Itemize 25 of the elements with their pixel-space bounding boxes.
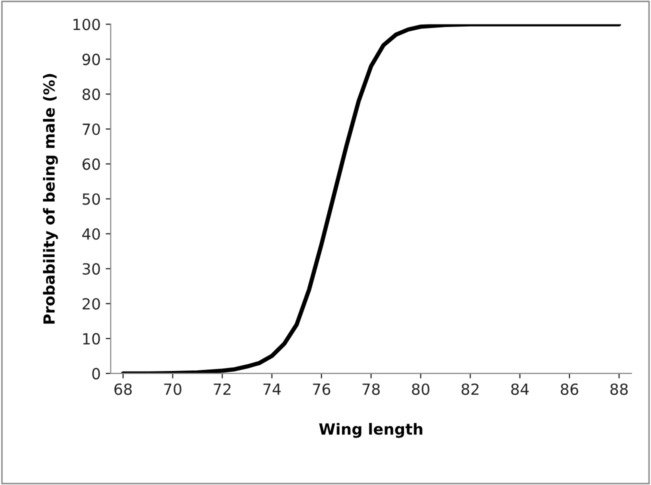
y-tick-label: 50 (82, 193, 100, 205)
x-tick-label: 80 (412, 383, 430, 395)
y-tick-label: 10 (83, 332, 100, 345)
y-tick-label: 20 (82, 298, 100, 310)
x-tick-label: 76 (313, 383, 330, 395)
x-axis-title: Wing length (319, 422, 422, 438)
x-tick-label: 68 (114, 383, 132, 395)
y-tick-label: 70 (82, 123, 100, 136)
y-tick-label: 60 (82, 158, 100, 170)
x-tick-label: 84 (511, 383, 529, 395)
x-tick-label: 82 (462, 383, 478, 395)
y-axis-title: Probability of being male (%) (42, 74, 58, 324)
x-tick-label: 70 (164, 383, 182, 395)
x-tick-label: 88 (610, 383, 628, 395)
y-tick-label: 40 (82, 228, 100, 240)
y-tick-label: 30 (82, 263, 100, 275)
line-series (120, 24, 622, 374)
y-tick-label: 100 (73, 18, 100, 30)
x-tick-label: 72 (214, 383, 230, 395)
x-tick-label: 78 (362, 383, 380, 395)
x-tick-label: 74 (263, 384, 281, 395)
y-tick-label: 80 (82, 88, 100, 100)
y-tick-label: 0 (92, 368, 100, 380)
y-tick-label: 90 (82, 54, 100, 66)
x-tick-label: 86 (560, 383, 578, 395)
